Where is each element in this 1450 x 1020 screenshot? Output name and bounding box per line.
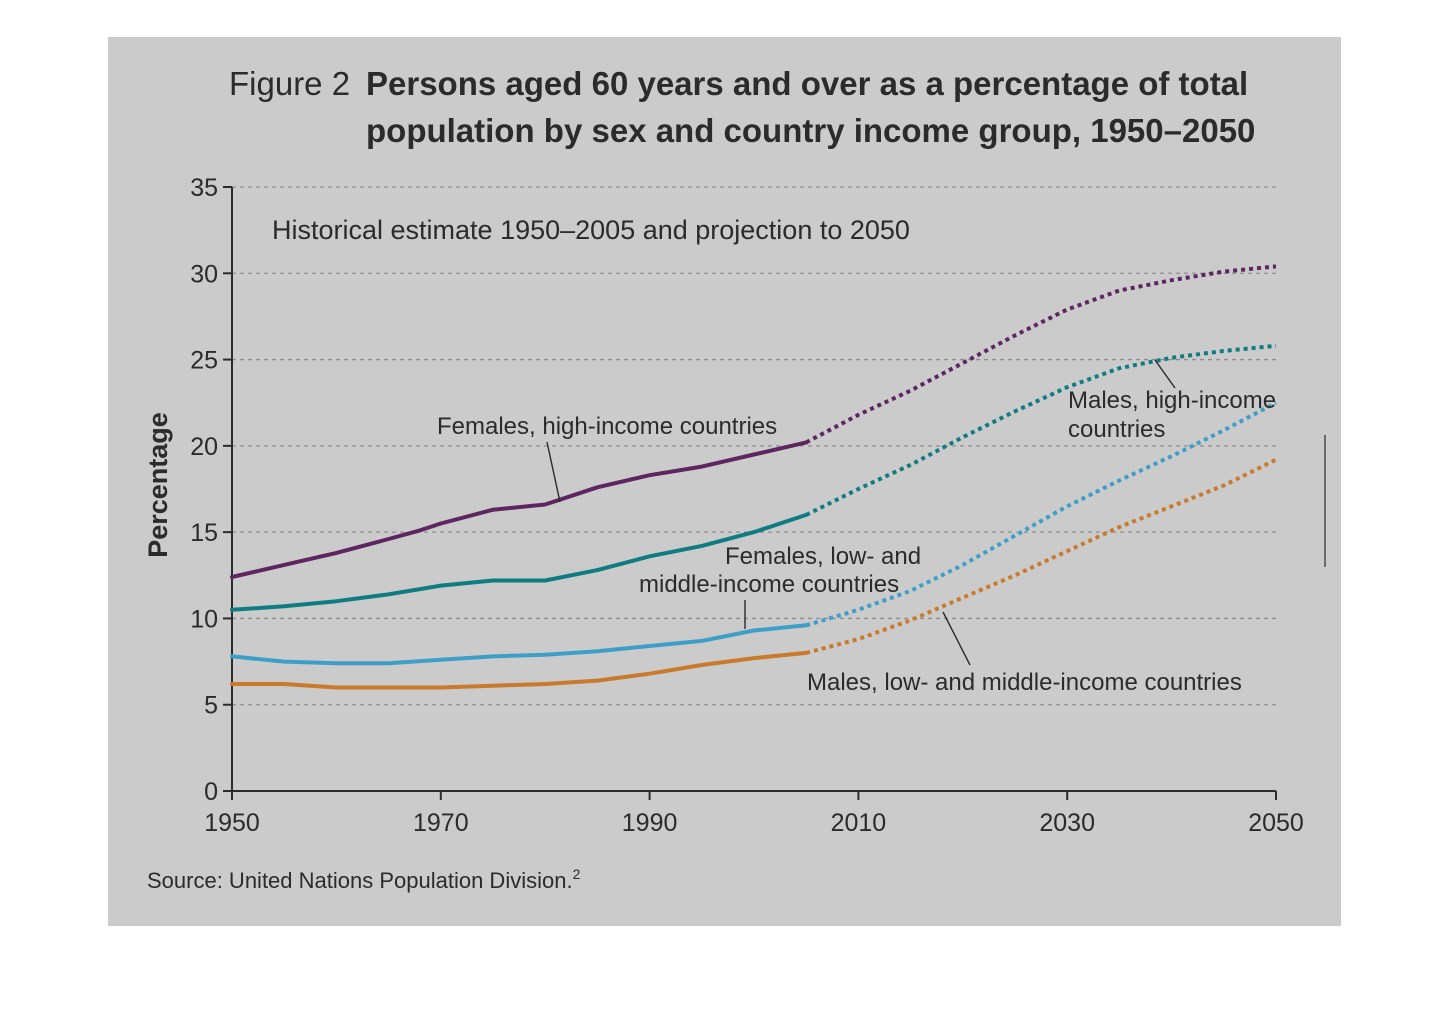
series-2-projection — [805, 400, 1277, 628]
series-1-historical — [230, 512, 809, 612]
annotation-females-low-line1: Females, low- and — [725, 543, 921, 570]
series-1-projection — [805, 343, 1277, 517]
x-tick-label: 2050 — [1248, 809, 1304, 837]
x-tick-label: 2010 — [831, 809, 887, 837]
series-2-historical — [230, 623, 809, 666]
y-tick-label: 20 — [190, 433, 218, 461]
gridlines — [232, 186, 1276, 706]
y-tick-label: 30 — [190, 260, 218, 288]
y-axis-label: Percentage — [143, 412, 173, 558]
leader-males-high — [1154, 359, 1176, 389]
source-superscript: 2 — [573, 866, 581, 882]
source-text: Source: United Nations Population Divisi… — [147, 868, 573, 893]
annotation-females-low-line2: middle-income countries — [639, 571, 899, 598]
x-tick-label: 2030 — [1039, 809, 1095, 837]
x-tick-label: 1950 — [204, 809, 260, 837]
y-tick-label: 15 — [190, 519, 218, 547]
y-tick-label: 10 — [190, 605, 218, 633]
annotation-males-low: Males, low- and middle-income countries — [807, 669, 1242, 696]
source-note: Source: United Nations Population Divisi… — [147, 866, 581, 893]
annotation-males-high-line2: countries — [1068, 416, 1165, 443]
figure-label: Figure 2 — [229, 65, 350, 102]
series-lines — [230, 264, 1277, 690]
axes: 0 5 10 15 20 25 30 35 1950 1970 1990 2010 2030 2050 — [190, 174, 1304, 837]
x-tick-label: 1990 — [622, 809, 678, 837]
annotation-females-high: Females, high-income countries — [437, 413, 777, 440]
y-tick-label: 35 — [190, 174, 218, 202]
series-3-projection — [805, 457, 1277, 655]
figure-title-line2: population by sex and country income gro… — [366, 112, 1255, 149]
chart-panel — [108, 37, 1341, 926]
annotation-leaders — [546, 359, 1176, 666]
y-tick-label: 25 — [190, 347, 218, 375]
y-tick-label: 0 — [204, 778, 218, 806]
chart-subtitle: Historical estimate 1950–2005 and projec… — [272, 215, 910, 245]
annotation-males-high-line1: Males, high-income — [1068, 387, 1276, 414]
figure-title-line1: Persons aged 60 years and over as a perc… — [366, 65, 1248, 102]
series-annotations: Females, high-income countries Males, hi… — [437, 387, 1276, 696]
y-tick-label: 5 — [204, 692, 218, 720]
leader-males-low — [942, 611, 971, 666]
leader-females-high — [546, 441, 561, 503]
series-0-historical — [230, 440, 809, 579]
x-tick-label: 1970 — [413, 809, 469, 837]
series-3-historical — [230, 650, 809, 690]
